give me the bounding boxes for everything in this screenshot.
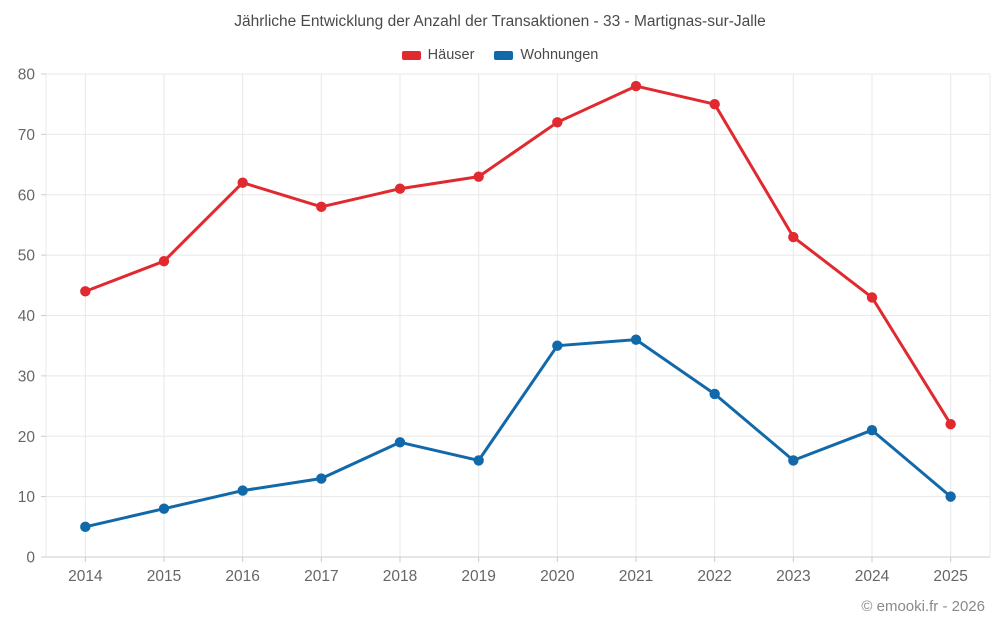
data-point-wohnungen-2014[interactable] <box>80 521 91 533</box>
data-point-wohnungen-2018[interactable] <box>394 437 406 448</box>
y-axis-label: 30 <box>18 368 36 385</box>
legend-item-hauser[interactable]: Häuser <box>401 47 475 63</box>
x-axis-label: 2017 <box>304 568 338 585</box>
y-axis-label: 20 <box>18 429 36 446</box>
x-axis-label: 2024 <box>855 568 890 585</box>
legend-swatch-hauser <box>401 50 421 60</box>
x-axis-label: 2020 <box>540 568 575 585</box>
data-point-wohnungen-2024[interactable] <box>866 425 878 436</box>
y-axis-label: 40 <box>18 308 36 325</box>
data-point-hauser-2024[interactable] <box>866 292 878 303</box>
data-point-wohnungen-2022[interactable] <box>709 388 720 400</box>
legend: Häuser Wohnungen <box>0 47 1000 63</box>
x-axis-label: 2019 <box>461 568 495 585</box>
y-axis-label: 50 <box>18 248 36 265</box>
x-axis-label: 2025 <box>933 568 967 585</box>
data-point-hauser-2025[interactable] <box>945 418 956 430</box>
x-axis-label: 2016 <box>225 568 259 585</box>
data-point-wohnungen-2015[interactable] <box>158 503 170 514</box>
y-axis-label: 10 <box>18 489 36 506</box>
data-point-wohnungen-2019[interactable] <box>473 455 484 466</box>
data-point-wohnungen-2023[interactable] <box>788 455 799 466</box>
legend-label-hauser: Häuser <box>427 47 475 63</box>
series-line-wohnungen <box>83 338 953 529</box>
data-point-wohnungen-2017[interactable] <box>316 473 327 484</box>
copyright: © emooki.fr - 2026 <box>861 598 985 615</box>
data-point-wohnungen-2016[interactable] <box>237 485 248 496</box>
x-axis-label: 2015 <box>147 568 181 585</box>
data-point-hauser-2017[interactable] <box>316 201 327 213</box>
x-axis-label: 2018 <box>383 568 417 585</box>
series-line-hauser <box>83 84 953 426</box>
x-axis-label: 2022 <box>697 568 731 585</box>
data-point-hauser-2019[interactable] <box>473 171 484 182</box>
data-point-hauser-2021[interactable] <box>630 80 642 92</box>
x-axis-label: 2014 <box>68 568 103 585</box>
legend-swatch-wohnungen <box>494 50 514 60</box>
chart-title: Jährliche Entwicklung der Anzahl der Tra… <box>234 13 766 30</box>
data-point-hauser-2016[interactable] <box>237 177 248 188</box>
data-point-hauser-2015[interactable] <box>158 255 170 267</box>
x-axis-label: 2021 <box>619 568 653 585</box>
y-axis-label: 70 <box>18 127 36 144</box>
data-point-wohnungen-2020[interactable] <box>552 340 563 351</box>
data-point-hauser-2020[interactable] <box>552 117 563 128</box>
y-axis-label: 0 <box>26 550 35 567</box>
y-axis-label: 80 <box>18 67 36 84</box>
data-point-wohnungen-2021[interactable] <box>630 334 642 345</box>
x-axis-label: 2023 <box>776 568 810 585</box>
legend-label-wohnungen: Wohnungen <box>520 47 599 63</box>
data-point-hauser-2014[interactable] <box>80 286 91 297</box>
data-point-hauser-2022[interactable] <box>709 98 720 110</box>
data-point-hauser-2023[interactable] <box>788 231 799 243</box>
legend-item-wohnungen[interactable]: Wohnungen <box>494 47 598 63</box>
data-point-wohnungen-2025[interactable] <box>945 491 956 502</box>
data-point-hauser-2018[interactable] <box>394 183 406 194</box>
y-axis-label: 60 <box>18 187 36 204</box>
